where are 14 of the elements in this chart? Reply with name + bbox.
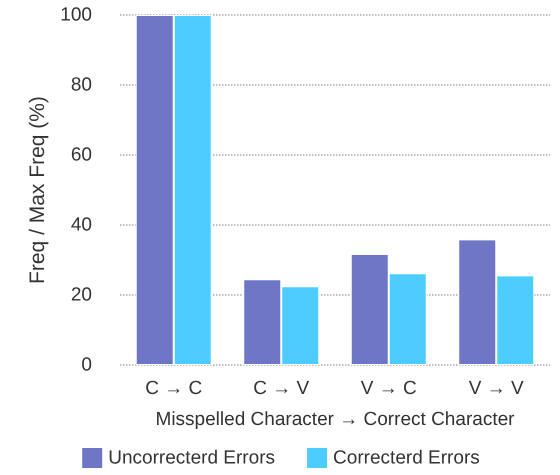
y-tick-label: 0 xyxy=(81,354,92,376)
y-tick-label: 20 xyxy=(70,284,92,306)
legend-label: Uncorrecterd Errors xyxy=(108,448,276,468)
y-tick-label: 40 xyxy=(70,214,92,236)
y-tick-label: 100 xyxy=(60,4,92,26)
x-axis-title: Misspelled Character → Correct Character xyxy=(155,409,516,430)
x-tick-label: V → V xyxy=(468,378,524,399)
x-tick-label: C → C xyxy=(145,378,202,399)
x-tick-label: C → V xyxy=(253,378,310,399)
y-axis-title: Freq / Max Freq (%) xyxy=(26,96,49,284)
x-tick-label: V → C xyxy=(360,378,417,399)
legend-label: Correcterd Errors xyxy=(333,448,480,468)
y-tick-label: 80 xyxy=(70,74,92,96)
y-tick-label: 60 xyxy=(70,144,92,166)
